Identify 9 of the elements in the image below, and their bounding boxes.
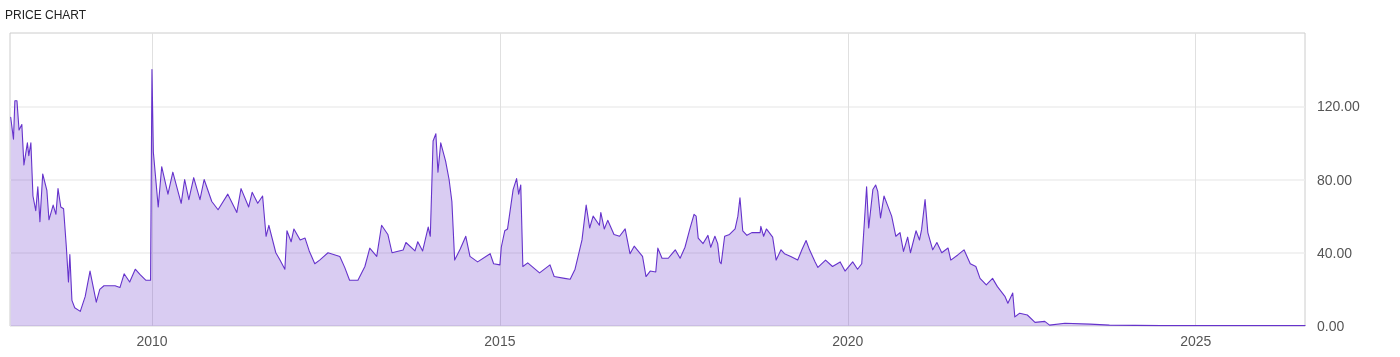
x-tick-label: 2025 <box>1180 333 1212 349</box>
chart-title: PRICE CHART <box>5 8 87 22</box>
x-tick-label: 2010 <box>136 333 168 349</box>
y-tick-label: 80.00 <box>1317 171 1353 188</box>
x-tick-label: 2015 <box>484 333 516 349</box>
y-tick-label: 40.00 <box>1317 244 1353 261</box>
x-tick-label: 2020 <box>832 333 864 349</box>
y-tick-label: 120.00 <box>1317 98 1361 115</box>
y-tick-label: 0.00 <box>1317 318 1345 334</box>
